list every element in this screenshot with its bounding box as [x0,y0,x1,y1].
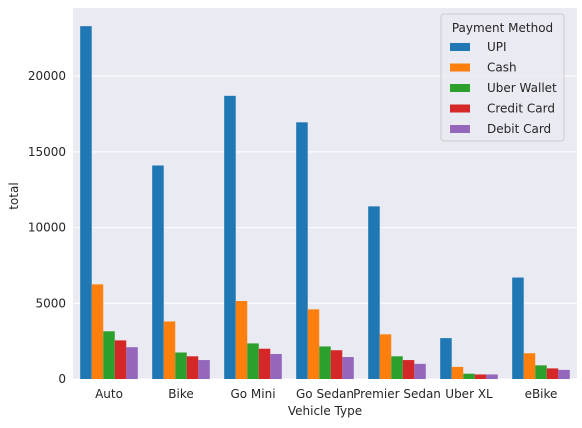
legend-swatch [450,84,470,92]
x-tick-label: eBike [525,387,558,401]
x-tick-label: Go Mini [230,387,275,401]
bar [163,321,176,379]
bar [414,363,426,379]
x-tick-label: Auto [95,387,123,401]
bar [368,206,380,379]
bar [175,352,187,379]
x-tick-label: Go Sedan [296,387,354,401]
legend-label: UPI [487,40,507,54]
legend-label: Debit Card [487,122,551,136]
bar [307,309,320,379]
bar [402,360,415,379]
y-tick-label: 15000 [28,145,66,159]
legend-swatch [450,125,470,133]
bar [558,369,570,379]
bar [486,374,498,379]
bar [258,348,271,379]
bar [330,350,343,379]
x-tick-label: Uber XL [445,387,493,401]
bar [114,340,127,379]
bar [546,368,559,379]
y-tick-label: 10000 [28,221,66,235]
x-axis-label: Vehicle Type [288,404,362,418]
bar [512,277,524,379]
y-tick-label: 0 [58,372,66,386]
bar [296,122,308,379]
bar [91,284,104,379]
legend-title: Payment Method [452,21,553,35]
bar [379,334,392,379]
bar [474,374,487,379]
legend: Payment Method UPI Cash Uber Wallet Credit C… [440,13,565,142]
legend-swatch [450,63,470,72]
x-tick-labels: Auto Bike Go Mini Go Sedan Premier Sedan Uber… [95,387,557,401]
bar [342,357,354,379]
bars [80,26,570,380]
bar [463,373,475,379]
bar [235,301,248,379]
legend-swatch [450,43,470,51]
x-tick-label: Bike [168,387,193,401]
bar [198,360,210,379]
y-tick-labels: 0 5000 10000 15000 20000 [28,69,66,386]
legend-swatch [450,104,470,113]
y-axis-label: total [7,182,21,209]
x-tick-label: Premier Sedan [353,387,441,401]
bar [270,354,282,379]
legend-label: Cash [487,61,517,75]
bar [186,356,199,379]
bar [535,365,547,379]
bar [319,346,331,379]
bar [440,338,452,379]
bar [224,95,236,379]
bar [523,353,536,379]
bar [247,343,259,379]
bar [103,331,115,379]
bar [152,165,164,379]
bar [126,347,138,379]
y-tick-label: 20000 [28,69,66,83]
legend-label: Uber Wallet [487,81,557,95]
y-tick-label: 5000 [35,296,66,310]
bar [391,356,403,379]
bar [451,366,464,379]
bar [80,26,92,380]
legend-label: Credit Card [487,102,555,116]
legend-box [440,13,565,142]
